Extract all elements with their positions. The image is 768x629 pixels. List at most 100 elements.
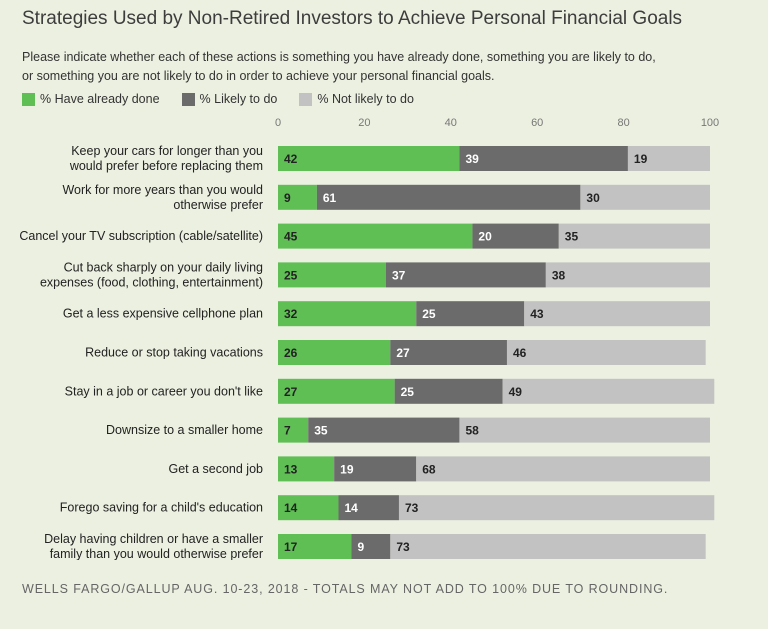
bar-segment <box>394 378 503 404</box>
bar-segment <box>278 534 352 559</box>
category-label: Keep your cars for longer than you <box>71 144 263 158</box>
category-label: Reduce or stop taking vacations <box>85 346 263 360</box>
bar-segment <box>459 146 628 171</box>
subtitle-line-1: Please indicate whether each of these ac… <box>22 50 656 64</box>
data-label: 39 <box>465 152 479 166</box>
category-label: Get a second job <box>168 462 263 476</box>
category-label: Get a less expensive cellphone plan <box>63 307 263 321</box>
data-label: 9 <box>284 191 291 205</box>
bar-segment <box>545 262 710 288</box>
bar-segment <box>278 184 317 210</box>
data-label: 19 <box>634 152 648 166</box>
chart-subtitle: Please indicate whether each of these ac… <box>22 48 722 86</box>
bar-segment <box>390 340 507 365</box>
bar-segment <box>338 495 399 521</box>
data-label: 30 <box>586 191 600 205</box>
legend-item-already-done: % Have already done <box>22 92 160 106</box>
data-label: 27 <box>396 346 410 360</box>
legend-swatch-likely <box>181 92 195 106</box>
bar-segment <box>278 456 335 482</box>
data-label: 43 <box>530 307 544 321</box>
bar-segment <box>351 534 391 559</box>
data-label: 19 <box>340 462 354 476</box>
data-label: 9 <box>357 540 364 554</box>
data-label: 68 <box>422 462 436 476</box>
data-label: 73 <box>405 501 419 515</box>
data-label: 38 <box>552 268 566 282</box>
category-label: Work for more years than you would <box>62 183 263 197</box>
data-label: 37 <box>392 268 406 282</box>
category-label: Delay having children or have a smaller <box>44 532 263 546</box>
data-label: 25 <box>422 307 436 321</box>
x-tick-label: 60 <box>531 117 543 129</box>
bar-segment <box>502 378 715 404</box>
data-label: 73 <box>396 540 410 554</box>
x-tick-label: 0 <box>275 117 281 129</box>
data-label: 13 <box>284 462 298 476</box>
bar-segment <box>278 223 473 249</box>
bar-segment <box>472 223 559 249</box>
data-label: 46 <box>513 346 527 360</box>
bar-segment <box>334 456 417 482</box>
data-label: 49 <box>509 385 523 399</box>
bar-segment <box>416 456 710 482</box>
bar-segment <box>278 301 417 327</box>
category-label: Cut back sharply on your daily living <box>64 260 263 274</box>
category-label: Forego saving for a child's education <box>60 501 263 515</box>
data-label: 61 <box>323 191 337 205</box>
source-note: WELLS FARGO/GALLUP AUG. 10-23, 2018 - TO… <box>22 582 669 596</box>
bar-segment <box>580 184 710 210</box>
bar-segment <box>558 223 710 249</box>
bar-segment <box>524 301 710 327</box>
data-label: 58 <box>465 424 479 438</box>
bar-segment <box>416 301 525 327</box>
data-label: 14 <box>284 501 298 515</box>
data-label: 27 <box>284 385 298 399</box>
data-label: 17 <box>284 540 298 554</box>
x-tick-label: 80 <box>617 117 629 129</box>
chart-legend: % Have already done % Likely to do % Not… <box>22 90 436 108</box>
bar-segment <box>278 495 339 521</box>
data-label: 32 <box>284 307 298 321</box>
bar-segment <box>390 534 706 559</box>
category-label: Stay in a job or career you don't like <box>65 384 263 398</box>
data-label: 14 <box>344 501 358 515</box>
legend-swatch-already-done <box>22 92 35 106</box>
legend-label-not-likely: % Not likely to do <box>317 92 414 106</box>
bar-segment <box>278 146 460 171</box>
x-tick-label: 100 <box>701 117 719 129</box>
data-label: 20 <box>478 230 492 244</box>
category-label: family than you would otherwise prefer <box>50 547 263 560</box>
bar-segment <box>278 262 386 288</box>
category-label: otherwise prefer <box>173 198 263 212</box>
stacked-bar-chart: 0 20 40 60 80 100 Keep your cars for longer th… <box>19 117 719 560</box>
x-tick-label: 40 <box>445 117 457 129</box>
legend-item-not-likely: % Not likely to do <box>299 92 414 106</box>
legend-label-likely: % Likely to do <box>199 92 278 106</box>
bar-segment <box>459 417 710 443</box>
data-label: 45 <box>284 230 298 244</box>
bar-segment <box>278 340 391 365</box>
legend-item-likely: % Likely to do <box>181 92 278 106</box>
bar-segment <box>316 184 581 210</box>
bar-segment <box>386 262 546 288</box>
bar-segment <box>278 417 309 443</box>
subtitle-line-2: or something you are not likely to do in… <box>22 69 495 83</box>
x-tick-label: 20 <box>358 117 370 129</box>
data-label: 35 <box>314 424 328 438</box>
data-label: 7 <box>284 424 291 438</box>
data-label: 42 <box>284 152 298 166</box>
legend-label-already-done: % Have already done <box>40 92 160 106</box>
category-label: expenses (food, clothing, entertainment) <box>40 275 263 289</box>
chart-title: Strategies Used by Non-Retired Investors… <box>22 8 683 29</box>
legend-swatch-not-likely <box>299 92 313 106</box>
data-label: 26 <box>284 346 298 360</box>
category-label: Cancel your TV subscription (cable/satel… <box>19 229 263 243</box>
data-label: 35 <box>565 230 579 244</box>
bar-segment <box>627 146 710 171</box>
bar-segment <box>398 495 715 521</box>
bar-segment <box>308 417 460 443</box>
data-label: 25 <box>284 268 298 282</box>
bar-segment <box>278 378 395 404</box>
bar-segment <box>506 340 706 365</box>
